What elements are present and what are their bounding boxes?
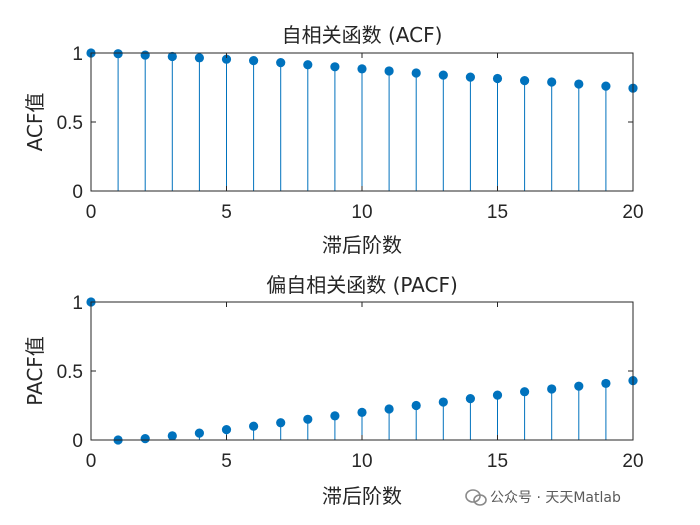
acf-x-tick-label: 5 — [221, 202, 232, 223]
pacf-chart: 偏自相关函数 (PACF) 0 5 10 15 20 0 0.5 1 滞后阶数 PACF值 — [23, 273, 644, 508]
acf-stem-marker — [140, 50, 150, 60]
acf-stem-marker — [411, 68, 421, 78]
acf-x-tick-label: 0 — [86, 202, 97, 223]
pacf-y-tick-label: 0.5 — [57, 362, 83, 383]
pacf-chart-title: 偏自相关函数 (PACF) — [266, 273, 458, 297]
pacf-x-axis-label: 滞后阶数 — [322, 484, 402, 508]
pacf-y-tick-label: 0 — [72, 431, 83, 452]
pacf-stem-marker — [167, 431, 177, 441]
pacf-axes-box — [90, 301, 634, 441]
pacf-stem-marker — [221, 425, 232, 435]
acf-stem-marker — [330, 62, 340, 72]
pacf-stem-marker — [303, 414, 313, 424]
acf-y-tick-label: 0 — [72, 182, 83, 203]
wechat-icon — [465, 489, 487, 506]
pacf-stem-marker — [276, 418, 286, 428]
acf-stem-marker — [221, 54, 232, 64]
acf-stem-marker — [601, 81, 611, 91]
pacf-ticks: 0 5 10 15 20 0 0.5 1 — [57, 293, 644, 472]
watermark: 公众号 · 天天Matlab — [465, 489, 621, 506]
pacf-stem-marker — [249, 421, 259, 431]
pacf-x-tick-label: 15 — [487, 451, 508, 472]
acf-stem-marker — [465, 72, 475, 82]
acf-stems — [86, 48, 638, 191]
acf-stem-marker — [384, 66, 394, 76]
pacf-stem-marker — [601, 378, 611, 389]
acf-stem-marker — [547, 77, 557, 87]
acf-stem-marker — [167, 51, 177, 62]
acf-chart: 自相关函数 (ACF) 0 5 10 15 20 0 0.5 1 滞后阶数 ACF值 — [23, 23, 644, 257]
acf-stem-marker — [438, 70, 448, 80]
pacf-stem-marker — [547, 384, 557, 394]
pacf-y-tick-label: 1 — [72, 293, 83, 314]
acf-stem-marker — [303, 60, 313, 70]
acf-x-axis-label: 滞后阶数 — [322, 233, 402, 257]
acf-y-axis-label: ACF值 — [23, 93, 47, 152]
acf-stem-marker — [249, 55, 259, 66]
acf-chart-title: 自相关函数 (ACF) — [282, 23, 443, 47]
pacf-x-tick-label: 10 — [351, 451, 372, 472]
pacf-stem-marker — [465, 394, 475, 404]
acf-stem-marker — [276, 58, 286, 68]
pacf-x-tick-label: 20 — [622, 451, 643, 472]
acf-stem-marker — [574, 79, 584, 89]
pacf-stem-marker — [574, 381, 584, 391]
pacf-x-tick-label: 5 — [221, 451, 232, 472]
pacf-stem-marker — [330, 411, 340, 421]
acf-stem-marker — [194, 53, 204, 63]
acf-x-tick-label: 10 — [351, 202, 372, 223]
pacf-stems — [86, 297, 638, 445]
acf-axes-box — [90, 52, 634, 192]
pacf-stem-marker — [194, 428, 204, 438]
pacf-x-tick-label: 0 — [86, 451, 97, 472]
acf-x-tick-label: 20 — [622, 202, 643, 223]
watermark-text: 公众号 · 天天Matlab — [490, 490, 621, 506]
acf-stem-marker — [113, 49, 123, 59]
pacf-stem-marker — [140, 434, 150, 444]
pacf-stem-marker — [438, 397, 448, 407]
acf-ticks: 0 5 10 15 20 0 0.5 1 — [57, 44, 644, 223]
acf-x-tick-label: 15 — [487, 202, 508, 223]
acf-stem-marker — [492, 73, 503, 84]
pacf-stem-marker — [357, 407, 367, 417]
pacf-stem-marker — [411, 400, 421, 411]
acf-y-tick-label: 0.5 — [57, 113, 83, 134]
acf-y-tick-label: 1 — [72, 44, 83, 65]
pacf-y-axis-label: PACF值 — [23, 336, 47, 406]
acf-stem-marker — [357, 64, 367, 74]
pacf-stem-marker — [492, 390, 503, 400]
pacf-stem-marker — [520, 387, 530, 397]
pacf-stem-marker — [384, 404, 394, 414]
acf-stem-marker — [520, 76, 530, 86]
